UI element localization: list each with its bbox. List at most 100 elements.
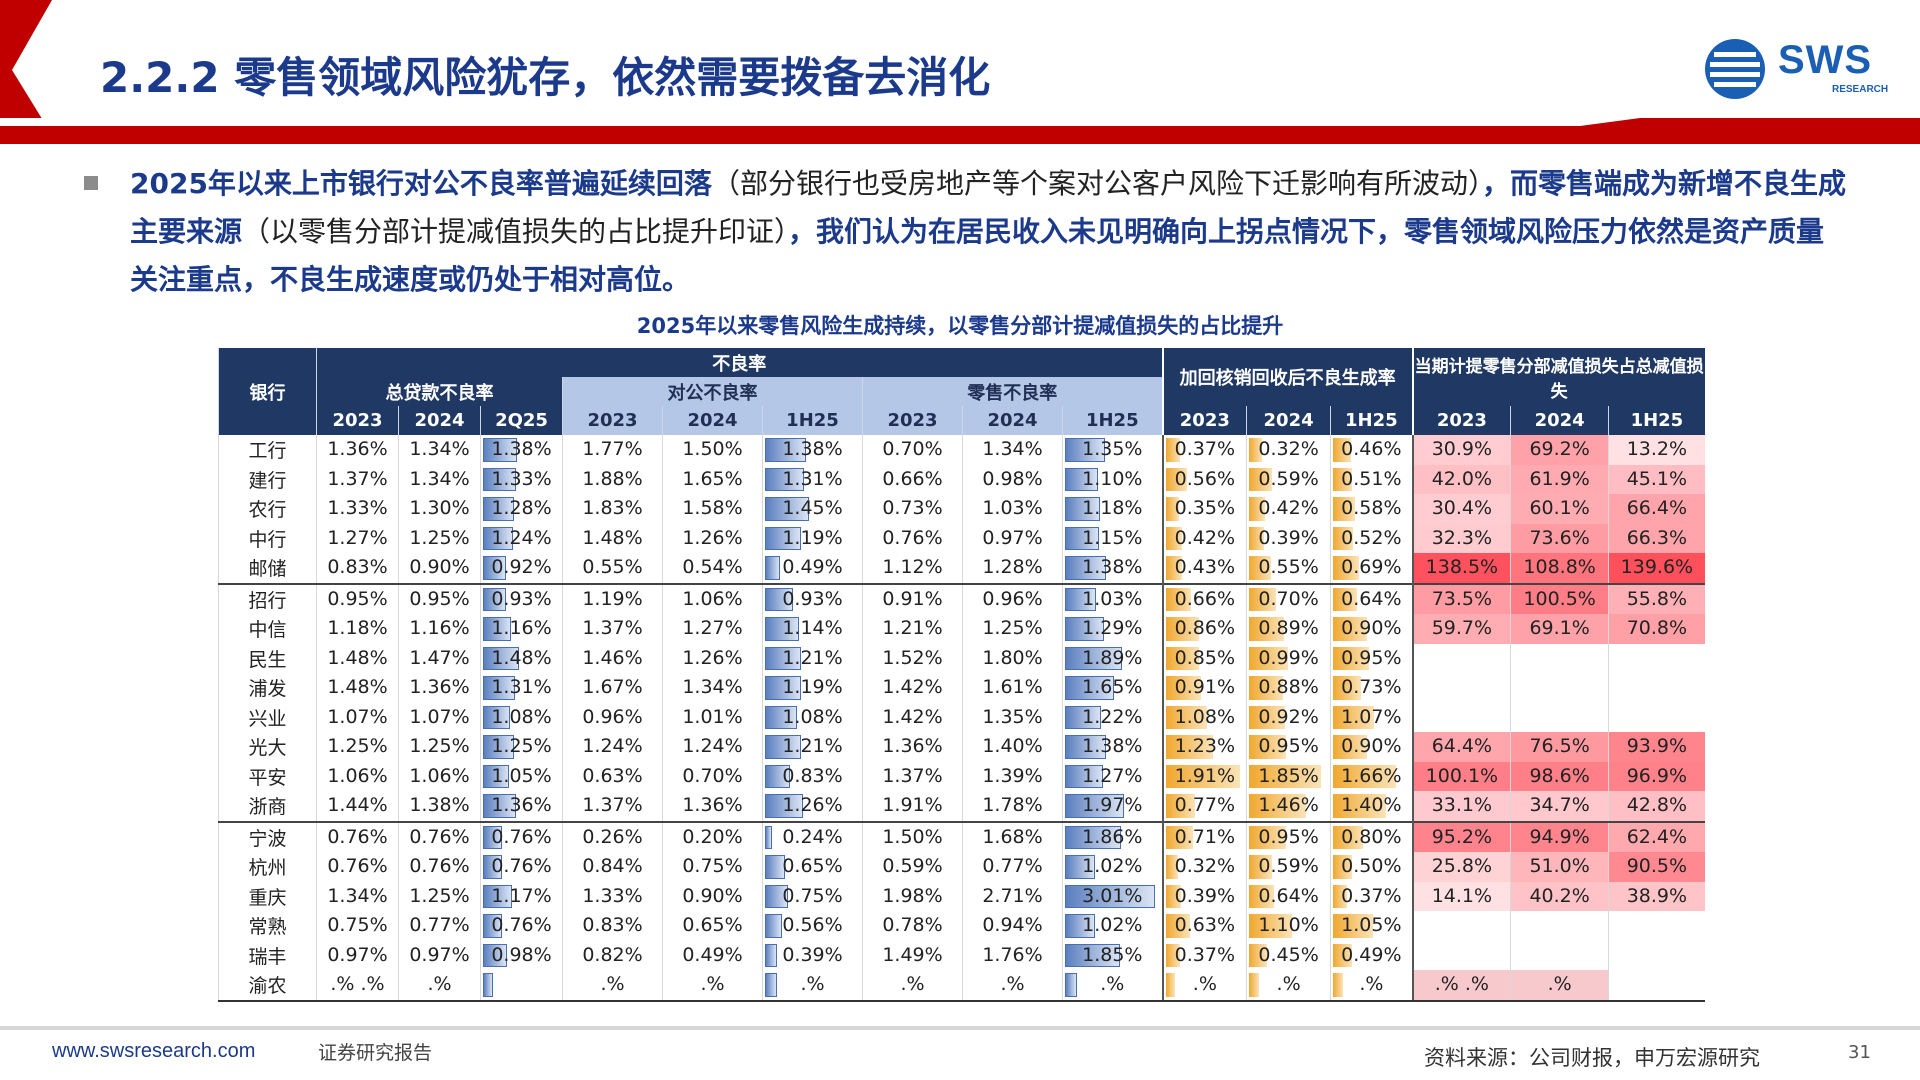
cell-share-2 <box>1608 702 1705 732</box>
cell-total-0: 1.44% <box>316 791 399 822</box>
value-bar <box>1165 556 1183 580</box>
cell-value: 1.19% <box>582 587 643 610</box>
cell-corp-0: 1.37% <box>562 791 663 822</box>
cell-share-0: 64.4% <box>1411 732 1511 762</box>
cell-value: 1.30% <box>409 497 470 519</box>
cell-total-2: 0.76% <box>480 820 563 852</box>
cell-corp-1: 1.50% <box>662 435 763 465</box>
value-bar <box>1249 735 1287 759</box>
value-bar <box>1065 735 1107 759</box>
cell-value: 14.1% <box>1431 884 1493 907</box>
summary-bold-2: ，而零售端成为新增不良生成主要来源 <box>130 167 1846 248</box>
cell-retail-0: 0.70% <box>862 435 963 465</box>
cell-value: 0.46% <box>1341 438 1402 460</box>
cell-value: .% <box>1000 973 1025 995</box>
cell-value: 1.31% <box>782 467 843 490</box>
cell-total-2: 1.25% <box>480 732 563 762</box>
cell-corp-0: 1.83% <box>562 494 663 524</box>
cell-value: 73.5% <box>1431 587 1493 610</box>
cell-value: 0.39% <box>782 943 843 966</box>
value-bar <box>1249 556 1271 580</box>
cell-value: 0.55% <box>1258 556 1319 578</box>
cell-value: 0.78% <box>882 914 943 936</box>
value-bar <box>765 587 793 611</box>
cell-value: 0.89% <box>1258 617 1319 639</box>
cell-share-2: 70.8% <box>1608 614 1705 644</box>
cell-retail-2: 1.35% <box>1061 435 1163 465</box>
cell-total-1: 1.07% <box>398 702 481 732</box>
value-bar <box>483 646 520 670</box>
cell-share-0 <box>1411 911 1511 941</box>
cell-value: 1.50% <box>682 438 743 460</box>
table-row: 民生 1.48% 1.47% 1.48% 1.46% 1.26% 1.21% 1.52% 1.8… <box>218 643 1705 673</box>
value-bar <box>1065 943 1121 967</box>
cell-total-1: 1.34% <box>398 464 481 494</box>
cell-value: 0.56% <box>1174 467 1236 490</box>
cell-value: 0.37% <box>1174 438 1236 460</box>
value-bar <box>1165 676 1201 700</box>
cell-value: 1.02% <box>1082 855 1143 877</box>
cell-total-1: 0.97% <box>398 940 481 970</box>
table-row: 常熟 0.75% 0.77% 0.76% 0.83% 0.65% 0.56% 0.78% 0.9… <box>218 911 1705 941</box>
cell-gen-0: 0.86% <box>1161 614 1247 644</box>
cell-value: 0.49% <box>1341 943 1402 966</box>
sws-globe-icon <box>1705 39 1765 99</box>
cell-value: .% <box>1192 973 1217 995</box>
value-bar <box>1165 855 1178 879</box>
bank-name: 重庆 <box>218 881 317 911</box>
cell-retail-1: 1.68% <box>962 820 1063 852</box>
value-bar <box>483 676 516 700</box>
cell-corp-1: 1.06% <box>662 582 763 614</box>
cell-total-2: 0.76% <box>480 911 563 941</box>
footer-url[interactable]: www.swsresearch.com <box>52 1040 256 1062</box>
cell-value: 61.9% <box>1529 467 1590 490</box>
cell-gen-2: 0.90% <box>1330 614 1413 644</box>
cell-value: 30.4% <box>1431 497 1493 519</box>
cell-value: 0.37% <box>1341 884 1402 907</box>
cell-gen-0: 0.32% <box>1161 852 1247 882</box>
cell-gen-0: .% <box>1161 970 1247 1002</box>
cell-value: 45.1% <box>1626 467 1688 490</box>
cell-gen-2: 1.07% <box>1330 702 1413 732</box>
cell-value: 0.51% <box>1341 467 1402 490</box>
cell-share-0: 95.2% <box>1411 820 1511 852</box>
cell-value: 1.38% <box>409 794 470 816</box>
cell-value: 0.92% <box>491 556 552 578</box>
value-bar <box>1065 497 1101 521</box>
cell-share-2 <box>1608 970 1705 1002</box>
cell-value: 0.69% <box>1341 556 1402 578</box>
cell-corp-1: 0.20% <box>662 820 763 852</box>
period-header-generation-1: 2024 <box>1246 406 1331 435</box>
cell-value: 0.63% <box>582 764 643 787</box>
cell-corp-1: 1.65% <box>662 464 763 494</box>
cell-share-0: 30.4% <box>1411 494 1511 524</box>
cell-share-2: 38.9% <box>1608 881 1705 911</box>
cell-corp-1: 0.54% <box>662 553 763 584</box>
cell-value: 1.14% <box>782 617 843 639</box>
value-bar <box>483 764 509 788</box>
cell-value: 1.46% <box>582 646 643 669</box>
value-bar <box>1065 587 1096 611</box>
cell-share-2 <box>1608 940 1705 970</box>
table-caption: 2025年以来零售风险生成持续，以零售分部计提减值损失的占比提升 <box>636 314 1284 338</box>
cell-retail-1: 2.71% <box>962 881 1063 911</box>
value-bar <box>1065 794 1124 818</box>
cell-share-0 <box>1411 702 1511 732</box>
cell-corp-1: .% <box>662 970 763 1002</box>
cell-value: 1.10% <box>1258 914 1319 936</box>
value-bar <box>1333 973 1343 997</box>
cell-share-1: 60.1% <box>1510 494 1609 524</box>
cell-corp-2: 1.38% <box>762 435 863 465</box>
cell-value: 1.36% <box>409 676 470 698</box>
cell-gen-0: 0.77% <box>1161 791 1247 822</box>
cell-share-0: .% .% <box>1411 970 1511 1002</box>
value-bar <box>1065 526 1100 550</box>
value-bar <box>1065 705 1102 729</box>
value-bar <box>1165 587 1192 611</box>
cell-share-0: 14.1% <box>1411 881 1511 911</box>
cell-value: 1.21% <box>782 735 843 757</box>
bank-name: 中信 <box>218 614 317 644</box>
cell-total-2: 0.76% <box>480 852 563 882</box>
period-header-share-1: 2024 <box>1510 406 1609 435</box>
cell-value: 0.70% <box>1258 587 1319 610</box>
